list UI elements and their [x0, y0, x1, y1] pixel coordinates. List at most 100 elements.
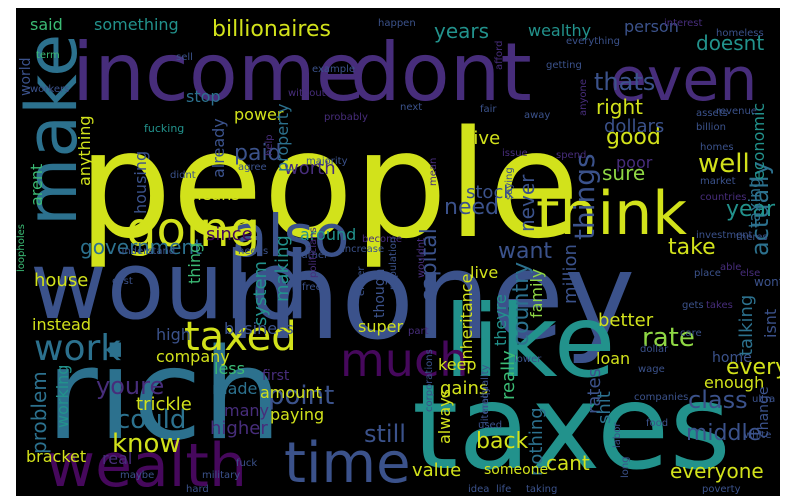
word-always: always	[435, 389, 454, 444]
word-class: class	[688, 386, 748, 414]
word-bracket: bracket	[26, 447, 86, 466]
word-paid: paid	[234, 141, 282, 166]
word-else: else	[740, 268, 760, 279]
word-though: though	[372, 268, 388, 318]
word-understand: understand	[118, 246, 175, 257]
word-value: value	[412, 460, 461, 481]
word-really: really	[498, 350, 519, 400]
word-going: going	[126, 202, 260, 258]
word-could: could	[116, 405, 186, 435]
word-care: care	[680, 328, 702, 339]
word-taxes: taxes	[412, 358, 731, 496]
word-doesnt: doesnt	[696, 31, 764, 55]
word-country: country	[509, 262, 534, 346]
word-poverty: poverty	[702, 484, 741, 495]
word-agree: agree	[238, 162, 267, 173]
word-cant: cant	[546, 451, 590, 475]
word-still: still	[364, 420, 406, 448]
word-theres: theres	[736, 232, 768, 243]
word-next: next	[400, 102, 422, 113]
word-dollar: dollar	[640, 344, 669, 355]
word-problem: problem	[27, 371, 51, 454]
word-gets: gets	[682, 300, 704, 311]
word-power: power	[234, 105, 284, 124]
word-idea: idea	[468, 484, 489, 495]
word-income: income	[72, 26, 365, 119]
word-much: much	[340, 333, 468, 387]
word-loopholes: loopholes	[16, 224, 27, 272]
word-without: without	[288, 88, 326, 99]
word-wouldnt: wouldnt	[416, 238, 427, 278]
word-keep: keep	[438, 355, 477, 374]
word-work: work	[34, 328, 121, 369]
word-wage: wage	[638, 364, 665, 375]
word-right: right	[596, 95, 643, 119]
word-theyre: theyre	[491, 294, 510, 346]
word-well: well	[698, 149, 750, 179]
word-business: business	[224, 319, 294, 338]
word-arent: arent	[27, 164, 46, 206]
word-house: house	[34, 270, 88, 291]
word-taxed: taxed	[184, 314, 297, 360]
word-worth: worth	[284, 158, 336, 179]
word-family: family	[527, 269, 546, 318]
word-white: white	[744, 430, 771, 441]
word-issue: issue	[502, 148, 528, 159]
word-want: want	[498, 239, 552, 264]
word-rates: rates	[584, 368, 605, 414]
word-talking: talking	[736, 295, 757, 356]
word-ultra: ultra	[752, 394, 775, 405]
word-poor: poor	[616, 153, 653, 172]
word-wealthy: wealthy	[528, 21, 591, 40]
word-since: since	[206, 224, 253, 245]
word-good: good	[606, 125, 661, 150]
word-afford: afford	[494, 41, 505, 70]
word-away: away	[524, 110, 550, 121]
word-investment: investment	[696, 230, 753, 241]
word-literally: literally	[480, 387, 491, 424]
word-market: market	[700, 176, 736, 187]
word-things: things	[568, 153, 601, 240]
word-stop: stop	[186, 87, 221, 106]
word-probably: probably	[324, 112, 368, 123]
word-spend: spend	[556, 150, 586, 161]
word-know: know	[112, 429, 181, 459]
word-wealth: wealth	[46, 431, 247, 496]
word-people: people	[78, 99, 580, 271]
word-takes: takes	[706, 300, 733, 311]
word-person: person	[624, 17, 679, 36]
word-companies: companies	[634, 392, 688, 403]
word-father: father	[298, 250, 329, 261]
word-capital: capital	[417, 228, 442, 302]
word-never: never	[515, 174, 539, 232]
word-countries: countries	[700, 192, 746, 203]
word-cloud: people money rich taxes would income dont like w…	[16, 8, 780, 496]
word-high: high	[156, 325, 191, 344]
word-less: less	[214, 359, 245, 378]
word-interest: interest	[664, 18, 702, 29]
word-nothing: nothing	[526, 407, 547, 476]
word-getting: getting	[546, 60, 582, 71]
word-corporations: corporations	[424, 349, 435, 412]
word-rich: rich	[46, 321, 282, 468]
word-also: also	[232, 202, 349, 270]
word-money: money	[224, 228, 635, 367]
word-life: life	[496, 484, 511, 495]
word-example: example	[312, 64, 355, 75]
word-anyone: anyone	[578, 79, 589, 116]
word-rate: rate	[642, 323, 695, 353]
word-better: better	[598, 310, 654, 331]
word-isnt: isnt	[761, 309, 780, 338]
word-help: help	[264, 134, 275, 156]
word-taking: taking	[526, 484, 557, 495]
word-real: real	[102, 449, 132, 468]
word-need: need	[444, 195, 499, 220]
word-fucking: fucking	[144, 122, 184, 135]
word-homeless: homeless	[716, 28, 764, 39]
word-first: first	[262, 368, 290, 384]
word-anything: anything	[75, 115, 94, 186]
word-back: back	[476, 429, 529, 454]
word-free: free	[302, 282, 322, 293]
word-wont: wont	[754, 275, 780, 289]
